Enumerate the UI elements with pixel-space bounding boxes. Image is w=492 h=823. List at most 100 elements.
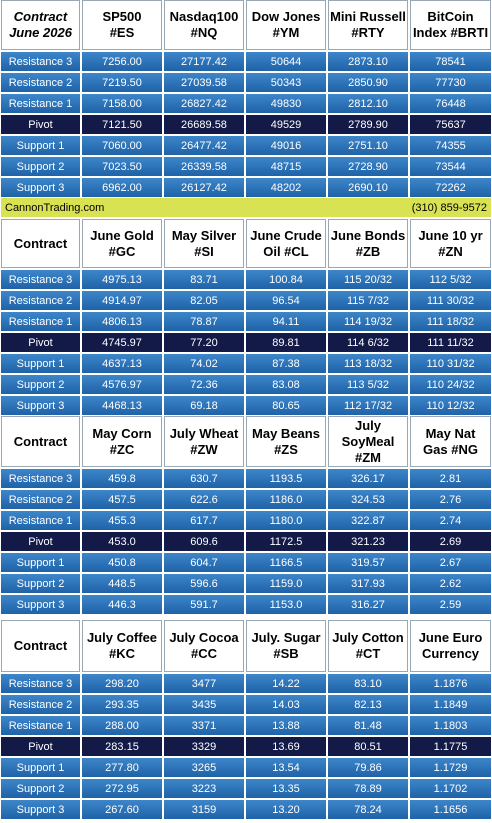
level-label: Resistance 1 xyxy=(1,94,80,113)
level-value: 3435 xyxy=(164,695,244,714)
level-value: 110 31/32 xyxy=(410,354,491,373)
level-value: 319.57 xyxy=(328,553,408,572)
header-line1: July Wheat xyxy=(169,425,239,441)
level-row: Support 1 4637.13 74.02 87.38 113 18/32 110 3… xyxy=(0,354,492,373)
level-value: 2690.10 xyxy=(328,178,408,197)
level-value: 450.8 xyxy=(82,553,162,572)
level-row: Support 3 446.3 591.7 1153.0 316.27 2.59 xyxy=(0,595,492,614)
header-line3: #ZM xyxy=(355,449,381,465)
level-label: Support 1 xyxy=(1,758,80,777)
instrument-header: July Wheat #ZW xyxy=(164,416,244,467)
header-line1: May Nat xyxy=(425,425,476,441)
header-line1: June Bonds xyxy=(330,227,406,243)
level-value: 2812.10 xyxy=(328,94,408,113)
level-value: 6962.00 xyxy=(82,178,162,197)
level-value: 13.69 xyxy=(246,737,326,756)
level-value: 448.5 xyxy=(82,574,162,593)
level-row: Resistance 2 7219.50 27039.58 50343 2850.90 7… xyxy=(0,73,492,92)
level-value: 72262 xyxy=(410,178,491,197)
level-label: Pivot xyxy=(1,333,80,352)
level-value: 115 20/32 xyxy=(328,270,408,289)
header-line2: #CC xyxy=(190,646,217,661)
level-label: Support 1 xyxy=(1,136,80,155)
contact-banner: CannonTrading.com (310) 859-9572 xyxy=(1,198,491,217)
level-value: 27039.58 xyxy=(164,73,244,92)
level-row: Resistance 3 7256.00 27177.42 50644 2873.10 7… xyxy=(0,52,492,71)
level-value: 1153.0 xyxy=(246,595,326,614)
level-value: 77.20 xyxy=(164,333,244,352)
level-value: 13.54 xyxy=(246,758,326,777)
level-value: 14.03 xyxy=(246,695,326,714)
level-row: Resistance 3 459.8 630.7 1193.5 326.17 2.81 xyxy=(0,469,492,488)
level-row: Resistance 2 293.35 3435 14.03 82.13 1.1849 xyxy=(0,695,492,714)
header-line1: Contract xyxy=(13,235,68,251)
level-value: 7121.50 xyxy=(82,115,162,134)
level-label: Resistance 2 xyxy=(1,490,80,509)
level-value: 49830 xyxy=(246,94,326,113)
level-label: Support 2 xyxy=(1,779,80,798)
level-value: 78.87 xyxy=(164,312,244,331)
instrument-header: July Coffee #KC xyxy=(82,620,162,672)
level-value: 326.17 xyxy=(328,469,408,488)
banner-phone: (310) 859-9572 xyxy=(411,201,487,214)
level-value: 277.80 xyxy=(82,758,162,777)
level-row: Resistance 2 4914.97 82.05 96.54 115 7/32 111… xyxy=(0,291,492,310)
level-value: 114 6/32 xyxy=(328,333,408,352)
level-value: 7219.50 xyxy=(82,73,162,92)
level-value: 78.24 xyxy=(328,800,408,819)
level-value: 26339.58 xyxy=(164,157,244,176)
header-line2: #SI xyxy=(194,243,214,259)
level-value: 115 7/32 xyxy=(328,291,408,310)
level-value: 4975.13 xyxy=(82,270,162,289)
header-line1: May Silver xyxy=(171,227,237,243)
section-header-row: Contract June Gold #GC May Silver #SI June Cr… xyxy=(0,219,492,268)
level-label: Support 3 xyxy=(1,595,80,614)
header-line2: #ZW xyxy=(190,441,218,457)
level-value: 324.53 xyxy=(328,490,408,509)
instrument-header: June Gold #GC xyxy=(82,219,162,268)
level-value: 112 17/32 xyxy=(328,396,408,415)
level-value: 3477 xyxy=(164,674,244,693)
level-value: 4576.97 xyxy=(82,375,162,394)
level-value: 100.84 xyxy=(246,270,326,289)
level-label: Support 2 xyxy=(1,375,80,394)
instrument-header: July Cotton #CT xyxy=(328,620,408,672)
level-label: Pivot xyxy=(1,532,80,551)
header-line1: July Cocoa xyxy=(169,630,239,645)
level-value: 321.23 xyxy=(328,532,408,551)
level-label: Resistance 1 xyxy=(1,716,80,735)
level-value: 81.48 xyxy=(328,716,408,735)
level-value: 2728.90 xyxy=(328,157,408,176)
instrument-header: Dow Jones #YM xyxy=(246,0,326,50)
header-line1: June Crude xyxy=(250,227,322,243)
instrument-header: June Bonds #ZB xyxy=(328,219,408,268)
level-label: Resistance 3 xyxy=(1,674,80,693)
level-row: Support 2 272.95 3223 13.35 78.89 1.1702 xyxy=(0,779,492,798)
header-line1: May Corn xyxy=(92,425,152,441)
level-value: 111 11/32 xyxy=(410,333,491,352)
level-value: 79.86 xyxy=(328,758,408,777)
level-row: Pivot 4745.97 77.20 89.81 114 6/32 111 11/32 xyxy=(0,333,492,352)
level-row: Support 3 267.60 3159 13.20 78.24 1.1656 xyxy=(0,800,492,819)
section-header-row: Contract June 2026 SP500 #ES Nasdaq100 #NQ Dow… xyxy=(0,0,492,50)
instrument-header: BitCoin Index #BRTI xyxy=(410,0,491,50)
level-value: 4806.13 xyxy=(82,312,162,331)
level-value: 1.1775 xyxy=(410,737,491,756)
level-label: Resistance 1 xyxy=(1,312,80,331)
level-label: Resistance 3 xyxy=(1,469,80,488)
banner-website[interactable]: CannonTrading.com xyxy=(5,201,105,214)
header-line1: June Euro xyxy=(418,630,483,645)
header-line2: Gas #NG xyxy=(423,441,478,457)
level-value: 78.89 xyxy=(328,779,408,798)
level-value: 7060.00 xyxy=(82,136,162,155)
level-value: 3159 xyxy=(164,800,244,819)
level-value: 2751.10 xyxy=(328,136,408,155)
level-value: 2.81 xyxy=(410,469,491,488)
level-value: 591.7 xyxy=(164,595,244,614)
level-value: 3265 xyxy=(164,758,244,777)
level-value: 617.7 xyxy=(164,511,244,530)
level-value: 288.00 xyxy=(82,716,162,735)
level-value: 596.6 xyxy=(164,574,244,593)
level-value: 74.02 xyxy=(164,354,244,373)
